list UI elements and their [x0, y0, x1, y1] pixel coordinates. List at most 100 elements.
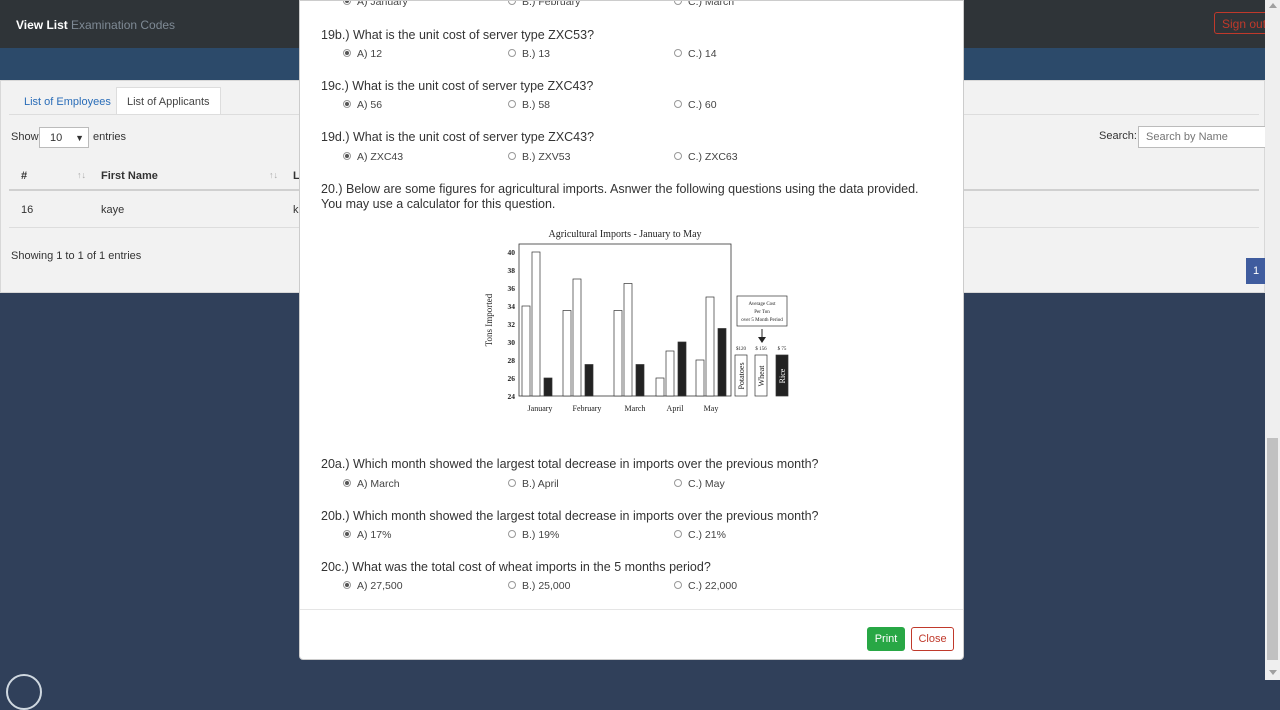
answer-option[interactable]: A) January — [343, 1, 408, 8]
table-info: Showing 1 to 1 of 1 entries — [11, 250, 142, 262]
x-tick-label: May — [704, 404, 719, 413]
bar-potatoes-march — [613, 310, 623, 397]
radio-icon[interactable] — [508, 49, 516, 58]
answer-option[interactable]: B.) 25,000 — [508, 580, 570, 592]
entries-length-value: 10 — [50, 132, 63, 144]
show-label: Show — [11, 131, 39, 143]
answer-option[interactable]: C.) 22,000 — [674, 580, 737, 592]
bar-potatoes-may — [695, 359, 705, 397]
sort-icon[interactable]: ↑↓ — [77, 170, 86, 180]
radio-icon[interactable] — [674, 1, 682, 6]
search-label: Search: — [1099, 130, 1137, 142]
radio-checked-icon[interactable] — [343, 152, 351, 161]
column-header-number[interactable]: # — [21, 170, 28, 182]
question-20: 20.) Below are some figures for agricult… — [321, 182, 919, 211]
tab-list-of-applicants[interactable]: List of Applicants — [116, 87, 221, 115]
scroll-down-arrow-icon[interactable] — [1269, 670, 1277, 675]
pagination-page-1[interactable]: 1 — [1246, 258, 1266, 284]
search-input[interactable] — [1138, 126, 1278, 148]
modal-footer-divider — [300, 609, 963, 610]
caret-down-icon: ▼ — [75, 133, 84, 143]
legend-cost-label: $120 — [736, 347, 747, 352]
answer-option[interactable]: B.) 19% — [508, 529, 559, 541]
legend-swatch-potatoes — [734, 354, 748, 397]
y-tick-label: 40 — [508, 248, 516, 257]
agricultural-imports-chart: Agricultural Imports - January to May 24 2… — [484, 229, 789, 413]
column-header-first-name[interactable]: First Name — [101, 170, 158, 182]
y-tick-label: 36 — [508, 284, 516, 293]
tab-list-of-employees[interactable]: List of Employees — [24, 96, 111, 108]
legend-annotation-text: Per Ton — [754, 310, 770, 315]
entries-length-select[interactable]: 10 ▼ — [39, 127, 89, 148]
radio-icon[interactable] — [508, 152, 516, 161]
bar-wheat-january — [531, 251, 541, 397]
bar-rice-february — [584, 364, 594, 397]
page-scrollbar[interactable] — [1265, 0, 1280, 680]
answer-option[interactable]: B.) 58 — [508, 99, 550, 111]
radio-icon[interactable] — [674, 530, 682, 539]
y-tick-label: 28 — [508, 356, 516, 365]
answer-option[interactable]: C.) May — [674, 478, 725, 490]
scroll-thumb[interactable] — [1267, 438, 1278, 660]
radio-checked-icon[interactable] — [343, 100, 351, 109]
answer-option[interactable]: A) 17% — [343, 529, 391, 541]
radio-icon[interactable] — [674, 152, 682, 161]
bar-rice-january — [543, 377, 553, 397]
answer-option[interactable]: B.) February — [508, 1, 580, 8]
scroll-up-arrow-icon[interactable] — [1269, 3, 1277, 8]
bar-potatoes-february — [562, 310, 572, 397]
bar-wheat-march — [623, 283, 633, 397]
answer-option[interactable]: B.) ZXV53 — [508, 151, 570, 163]
answer-option[interactable]: B.) 13 — [508, 48, 550, 60]
radio-icon[interactable] — [674, 49, 682, 58]
x-tick-label: March — [625, 404, 646, 413]
chat-bubble-icon[interactable] — [6, 674, 42, 710]
answer-option[interactable]: A) March — [343, 478, 400, 490]
legend-cost-label: $ 75 — [778, 347, 787, 352]
answer-option[interactable]: A) ZXC43 — [343, 151, 403, 163]
answer-option[interactable]: B.) April — [508, 478, 559, 490]
answer-option[interactable]: C.) March — [674, 1, 734, 8]
nav-examination-codes[interactable]: Examination Codes — [71, 18, 176, 32]
answer-option[interactable]: C.) 60 — [674, 99, 717, 111]
radio-icon[interactable] — [674, 479, 682, 488]
nav-view-list[interactable]: View List — [16, 18, 68, 32]
question-20a: 20a.) Which month showed the largest tot… — [321, 457, 819, 471]
legend-cost-label: $ 156 — [755, 347, 767, 352]
legend-item-label: Wheat — [757, 365, 766, 387]
bar-rice-may — [717, 328, 727, 397]
radio-icon[interactable] — [674, 581, 682, 590]
bar-potatoes-january — [521, 305, 531, 397]
question-19b: 19b.) What is the unit cost of server ty… — [321, 28, 595, 42]
answer-option[interactable]: A) 12 — [343, 48, 382, 60]
radio-checked-icon[interactable] — [343, 1, 351, 6]
radio-icon[interactable] — [508, 530, 516, 539]
radio-icon[interactable] — [508, 581, 516, 590]
y-tick-label: 26 — [508, 374, 516, 383]
close-button[interactable]: Close — [911, 627, 954, 651]
radio-checked-icon[interactable] — [343, 581, 351, 590]
radio-icon[interactable] — [508, 479, 516, 488]
bar-rice-march — [635, 364, 645, 397]
answer-option[interactable]: C.) ZXC63 — [674, 151, 738, 163]
answer-option[interactable]: C.) 21% — [674, 529, 726, 541]
answer-option[interactable]: C.) 14 — [674, 48, 717, 60]
bar-rice-april — [677, 341, 687, 397]
column-header-last-name[interactable]: L — [293, 170, 300, 182]
legend-annotation-box — [736, 295, 788, 327]
radio-icon[interactable] — [508, 100, 516, 109]
cell-last-name: k — [293, 204, 299, 216]
legend-swatch-wheat — [754, 354, 768, 397]
sort-icon[interactable]: ↑↓ — [269, 170, 278, 180]
radio-checked-icon[interactable] — [343, 479, 351, 488]
radio-icon[interactable] — [674, 100, 682, 109]
y-tick-label: 24 — [508, 392, 516, 401]
arrow-head-icon — [758, 337, 766, 343]
answer-option[interactable]: A) 27,500 — [343, 580, 403, 592]
legend-swatch-rice — [775, 354, 789, 397]
radio-icon[interactable] — [508, 1, 516, 6]
radio-checked-icon[interactable] — [343, 49, 351, 58]
radio-checked-icon[interactable] — [343, 530, 351, 539]
print-button[interactable]: Print — [867, 627, 905, 651]
answer-option[interactable]: A) 56 — [343, 99, 382, 111]
